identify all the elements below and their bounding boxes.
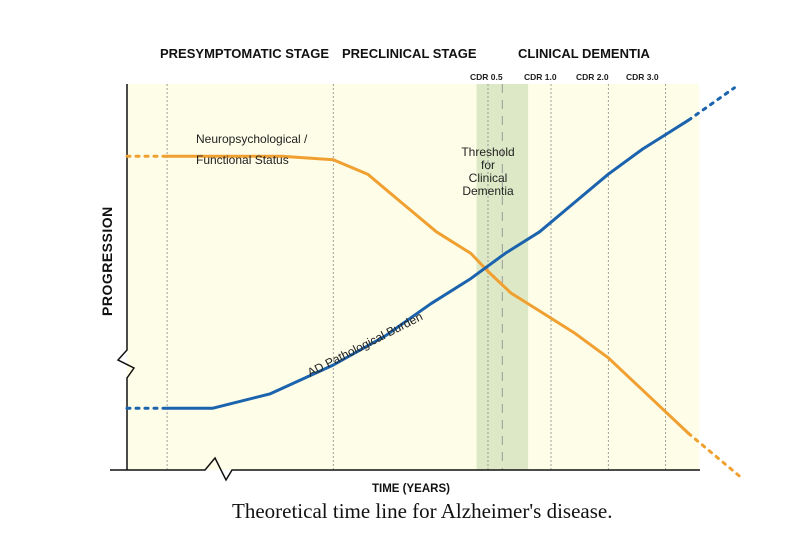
stage-presymptomatic: PRESYMPTOMATIC STAGE: [160, 46, 329, 61]
cdr-label-0-5: CDR 0.5: [470, 72, 503, 82]
series-label-neuro-line-2: Functional Status: [196, 153, 289, 167]
stage-clinical-dementia: CLINICAL DEMENTIA: [518, 46, 651, 61]
threshold-label-line-1: Threshold: [461, 145, 514, 159]
threshold-label-line-3: Clinical: [469, 171, 508, 185]
cdr-label-3-0: CDR 3.0: [626, 72, 659, 82]
x-axis-title: TIME (YEARS): [372, 483, 450, 495]
chart-caption: Theoretical time line for Alzheimer's di…: [232, 499, 612, 523]
series-line-neuropsych-functional: [165, 154, 690, 435]
x-axis: [110, 456, 700, 482]
cdr-label-2-0: CDR 2.0: [576, 72, 609, 82]
series-dotted-end-neuropsych-functional: [687, 431, 742, 479]
series-label-neuro-line-1: Neuropsychological /: [196, 132, 308, 146]
threshold-label-line-4: Dementia: [462, 184, 514, 198]
series-line-ad-pathological-burden: [165, 118, 690, 410]
gridlines: [166, 84, 667, 470]
series-lines: [125, 86, 742, 479]
cdr-label-1-0: CDR 1.0: [524, 72, 557, 82]
series-dotted-end-ad-pathological-burden: [687, 86, 736, 122]
y-axis: [116, 84, 136, 470]
threshold-label-line-2: for: [481, 158, 495, 172]
stage-preclinical: PRECLINICAL STAGE: [342, 46, 477, 61]
y-axis-title: PROGRESSION: [99, 206, 115, 316]
